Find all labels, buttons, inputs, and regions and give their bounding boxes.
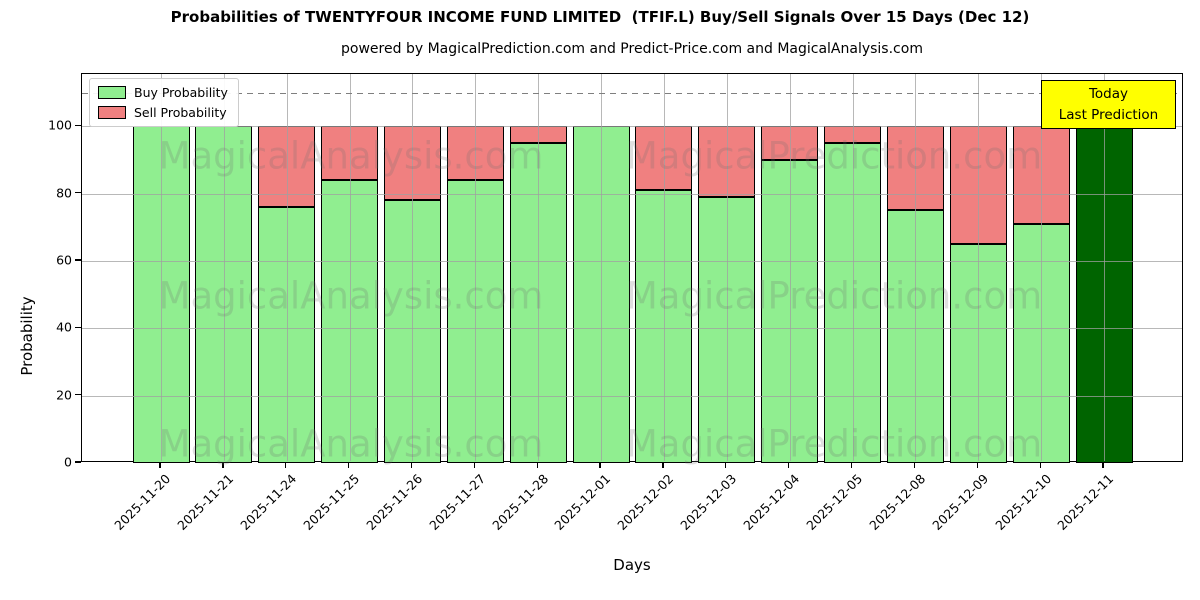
y-tick-mark bbox=[75, 461, 81, 463]
x-tick-label: 2025-12-10 bbox=[991, 471, 1054, 533]
plot-area: MagicalAnalysis.com MagicalPrediction.com… bbox=[81, 73, 1183, 466]
legend-entry-buy: Buy Probability bbox=[98, 85, 228, 100]
y-tick-mark bbox=[75, 191, 81, 194]
x-tick-label: 2025-11-26 bbox=[363, 471, 426, 533]
x-tick-mark bbox=[473, 462, 475, 468]
x-tick-label: 2025-11-28 bbox=[488, 471, 551, 533]
grid-line-vertical bbox=[978, 74, 980, 461]
x-tick-label: 2025-12-05 bbox=[803, 471, 866, 533]
x-tick-label: 2025-11-25 bbox=[300, 471, 363, 533]
y-tick-label: 20 bbox=[56, 387, 72, 403]
grid-line-horizontal bbox=[82, 260, 1182, 262]
y-tick-mark bbox=[75, 124, 81, 126]
x-tick-mark bbox=[913, 462, 916, 468]
chart-title: Probabilities of TWENTYFOUR INCOME FUND … bbox=[170, 8, 1030, 26]
x-tick-label: 2025-12-03 bbox=[677, 471, 740, 533]
y-axis-label: Probability bbox=[18, 296, 36, 376]
dashed-threshold-line bbox=[82, 92, 1182, 94]
y-tick-mark bbox=[75, 326, 81, 328]
grid-line-vertical bbox=[663, 74, 665, 461]
x-axis-label: Days bbox=[613, 556, 651, 574]
x-tick-mark bbox=[976, 462, 978, 468]
x-tick-label: 2025-11-27 bbox=[425, 471, 488, 533]
today-annotation-line1: Today bbox=[1088, 85, 1129, 102]
x-tick-mark bbox=[410, 462, 413, 468]
grid-line-vertical bbox=[475, 74, 477, 461]
legend: Buy Probability Sell Probability bbox=[89, 78, 239, 127]
today-annotation-line2: Last Prediction bbox=[1058, 106, 1159, 123]
grid-line-vertical bbox=[161, 74, 162, 461]
x-tick-mark bbox=[285, 462, 287, 468]
x-tick-label: 2025-11-20 bbox=[111, 471, 174, 533]
x-tick-label: 2025-12-02 bbox=[614, 471, 677, 533]
grid-line-vertical bbox=[1041, 74, 1043, 461]
grid-line-vertical bbox=[1104, 74, 1106, 461]
grid-line-vertical bbox=[726, 74, 728, 461]
x-tick-mark bbox=[788, 462, 790, 468]
grid-line-vertical bbox=[789, 74, 791, 461]
buy-swatch-icon bbox=[98, 86, 126, 99]
x-tick-label: 2025-11-21 bbox=[174, 471, 237, 533]
grid-line-vertical bbox=[538, 74, 540, 461]
x-tick-label: 2025-12-08 bbox=[866, 471, 929, 533]
chart-subtitle: powered by MagicalPrediction.com and Pre… bbox=[341, 41, 923, 57]
x-tick-mark bbox=[159, 462, 161, 468]
x-tick-mark bbox=[1039, 462, 1041, 468]
grid-line-vertical bbox=[601, 74, 603, 461]
x-tick-mark bbox=[599, 462, 601, 468]
legend-sell-label: Sell Probability bbox=[134, 105, 227, 120]
x-tick-mark bbox=[222, 462, 224, 468]
y-tick-label: 80 bbox=[56, 185, 72, 201]
legend-entry-sell: Sell Probability bbox=[98, 105, 228, 120]
grid-line-horizontal bbox=[82, 395, 1182, 397]
x-tick-mark bbox=[536, 462, 538, 468]
x-tick-mark bbox=[1102, 462, 1104, 468]
grid-line-vertical bbox=[412, 74, 414, 461]
x-tick-label: 2025-11-24 bbox=[237, 471, 300, 533]
grid-line-vertical bbox=[223, 74, 225, 461]
grid-line-horizontal bbox=[82, 126, 1182, 128]
x-tick-label: 2025-12-04 bbox=[740, 471, 803, 533]
y-tick-label: 100 bbox=[48, 117, 72, 133]
y-tick-label: 60 bbox=[56, 252, 72, 268]
x-tick-label: 2025-12-09 bbox=[928, 471, 991, 533]
grid-line-vertical bbox=[286, 74, 288, 461]
today-annotation: Today Last Prediction bbox=[1041, 80, 1176, 129]
grid-line-vertical bbox=[915, 74, 917, 461]
grid-line-horizontal bbox=[82, 193, 1182, 195]
y-tick-mark bbox=[75, 393, 81, 396]
x-tick-mark bbox=[850, 462, 853, 468]
sell-swatch-icon bbox=[98, 106, 126, 119]
grid-line-horizontal bbox=[82, 328, 1182, 330]
x-tick-label: 2025-12-01 bbox=[551, 471, 614, 533]
x-tick-mark bbox=[347, 462, 350, 468]
y-tick-label: 40 bbox=[56, 319, 72, 335]
legend-buy-label: Buy Probability bbox=[134, 85, 228, 100]
x-tick-mark bbox=[662, 462, 664, 468]
grid-line-vertical bbox=[349, 74, 351, 461]
y-tick-label: 0 bbox=[64, 454, 72, 470]
x-tick-label: 2025-12-11 bbox=[1054, 471, 1117, 533]
y-tick-mark bbox=[75, 259, 81, 261]
x-tick-mark bbox=[725, 462, 727, 468]
grid-line-vertical bbox=[852, 74, 854, 461]
